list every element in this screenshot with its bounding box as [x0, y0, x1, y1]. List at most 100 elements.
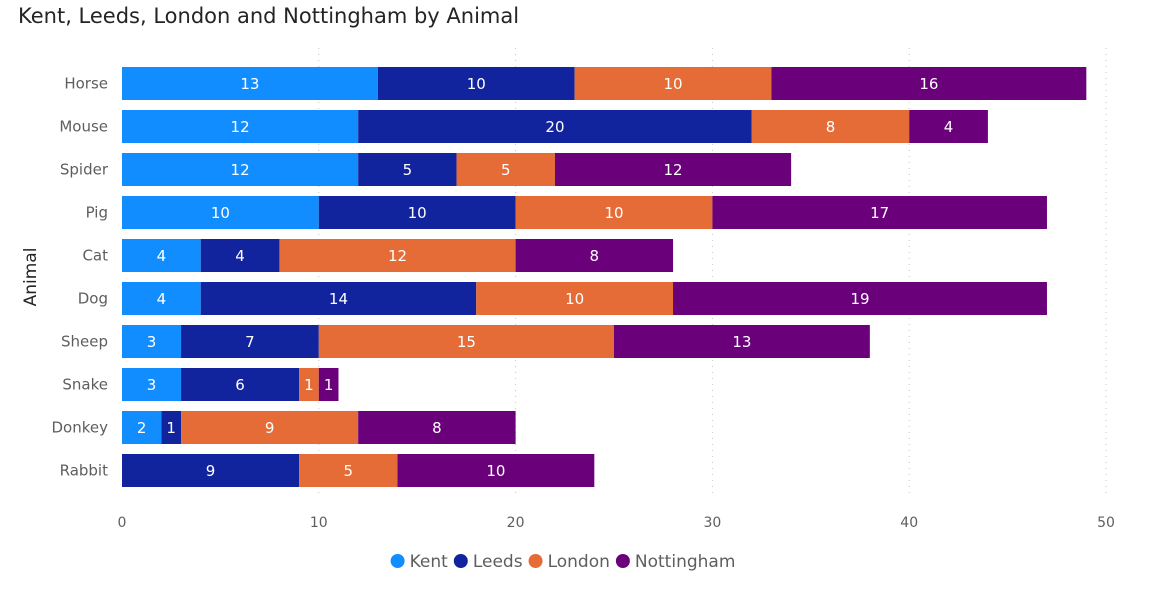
- data-label: 8: [590, 247, 600, 265]
- x-tick-label: 20: [507, 515, 525, 531]
- bar-segment: [377, 67, 575, 100]
- data-label: 12: [663, 161, 682, 179]
- bar-segment: [122, 325, 182, 358]
- category-label: Sheep: [61, 333, 108, 351]
- bar-segment: [554, 153, 792, 186]
- data-label: 10: [211, 204, 230, 222]
- data-label: 7: [245, 333, 255, 351]
- bar-segment: [122, 368, 182, 401]
- x-tick-label: 40: [900, 515, 918, 531]
- bar-segment: [515, 239, 674, 272]
- legend-label: London: [548, 552, 610, 572]
- bar-segment: [397, 454, 595, 487]
- bar-segment: [673, 282, 1047, 315]
- chart-title: Kent, Leeds, London and Nottingham by An…: [18, 4, 520, 28]
- data-label: 1: [324, 376, 334, 394]
- bar-segment: [318, 196, 516, 229]
- bar-segment: [476, 282, 674, 315]
- x-tick-label: 0: [118, 515, 127, 531]
- data-label: 12: [231, 161, 250, 179]
- bar-segment: [318, 325, 614, 358]
- data-label: 12: [231, 118, 250, 136]
- bar-segment: [122, 411, 162, 444]
- legend-label: Kent: [410, 552, 449, 572]
- category-label: Horse: [64, 75, 108, 93]
- category-axis: Horse Mouse Spider Pig Cat Dog Sheep Snake Donke…: [52, 75, 109, 480]
- bar-segment: [299, 368, 319, 401]
- data-label: 3: [147, 333, 157, 351]
- legend-marker: [453, 554, 468, 568]
- data-label: 10: [604, 204, 623, 222]
- bar-segment: [122, 196, 319, 229]
- bar-segment: [358, 153, 457, 186]
- data-label: 16: [919, 75, 938, 93]
- legend-item[interactable]: Leeds: [453, 552, 523, 572]
- legend-item[interactable]: Kent: [390, 552, 449, 572]
- legend-item[interactable]: Nottingham: [615, 552, 736, 572]
- data-label: 3: [147, 376, 157, 394]
- bar-segment: [909, 110, 988, 143]
- x-tick-label: 50: [1097, 515, 1115, 531]
- data-label: 1: [166, 419, 176, 437]
- legend-marker: [390, 554, 405, 568]
- bar-segment: [279, 239, 516, 272]
- legend-marker: [528, 554, 543, 568]
- bar-segment: [751, 110, 910, 143]
- data-label: 10: [467, 75, 486, 93]
- bar-segment: [771, 67, 1087, 100]
- data-label: 4: [944, 118, 954, 136]
- data-label: 15: [457, 333, 476, 351]
- data-label: 9: [206, 462, 216, 480]
- category-label: Pig: [86, 204, 108, 222]
- data-label: 13: [732, 333, 751, 351]
- data-label: 13: [240, 75, 259, 93]
- bar-segment: [122, 153, 359, 186]
- x-tick-label: 10: [310, 515, 328, 531]
- bar-segment: [358, 411, 516, 444]
- bar-segment: [122, 282, 201, 315]
- data-label: 10: [663, 75, 682, 93]
- data-label: 20: [545, 118, 564, 136]
- category-label: Mouse: [59, 118, 108, 136]
- data-label: 10: [408, 204, 427, 222]
- data-label: 17: [870, 204, 889, 222]
- data-label: 6: [235, 376, 245, 394]
- x-tick-label: 30: [703, 515, 721, 531]
- category-label: Spider: [60, 161, 109, 179]
- data-label: 4: [157, 290, 167, 308]
- bar-segment: [614, 325, 870, 358]
- bar-segment: [712, 196, 1047, 229]
- data-label: 1: [304, 376, 314, 394]
- bar-segment: [299, 454, 398, 487]
- bar-segment: [574, 67, 772, 100]
- data-label: 12: [388, 247, 407, 265]
- legend-marker: [615, 554, 630, 568]
- legend: Kent Leeds London Nottingham: [390, 552, 736, 572]
- bar-segment: [318, 368, 339, 401]
- legend-label: Leeds: [473, 552, 523, 572]
- bar-segment: [181, 411, 359, 444]
- bar-segment: [161, 411, 182, 444]
- bar-segment: [515, 196, 713, 229]
- category-label: Snake: [62, 376, 108, 394]
- data-label: 10: [486, 462, 505, 480]
- bar-segment: [122, 454, 300, 487]
- y-axis-title: Animal: [21, 248, 41, 307]
- data-label: 8: [826, 118, 836, 136]
- bar-segment: [200, 282, 477, 315]
- category-label: Cat: [82, 247, 108, 265]
- bar-segment: [122, 110, 359, 143]
- data-label: 5: [501, 161, 511, 179]
- data-label: 10: [565, 290, 584, 308]
- data-label: 5: [403, 161, 413, 179]
- bar-segment: [181, 368, 300, 401]
- bar-segment: [122, 239, 201, 272]
- bar-segment: [200, 239, 280, 272]
- data-label: 8: [432, 419, 442, 437]
- data-label: 2: [137, 419, 147, 437]
- value-axis: 0 10 20 30 40 50: [118, 515, 1115, 531]
- legend-item[interactable]: London: [528, 552, 610, 572]
- bar-segment: [358, 110, 752, 143]
